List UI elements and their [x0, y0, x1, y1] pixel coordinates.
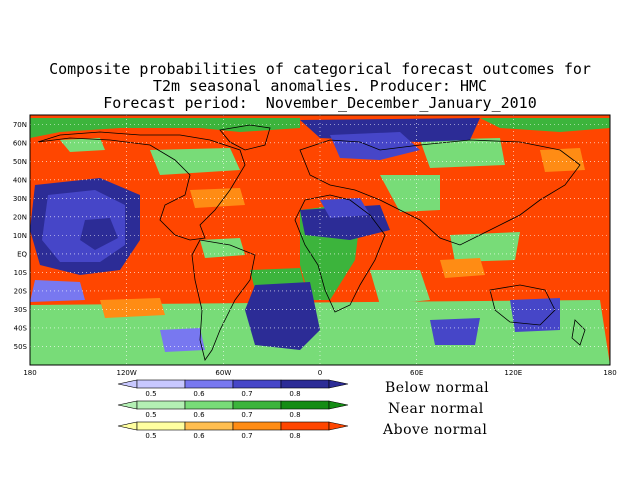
title-line-3: Forecast period: November_December_Janua… [103, 94, 537, 112]
longitude-label: 120E [504, 369, 522, 377]
coastlines [37, 124, 586, 361]
colorbar-threshold-label: 0.5 [145, 432, 156, 440]
latitude-label: 20S [14, 287, 28, 295]
legend-label-above-normal: Above normal [383, 422, 488, 438]
latitude-label: 40N [13, 176, 27, 184]
colorbar-segment [136, 421, 186, 431]
colorbar-below-normal: 0.5 0.6 0.7 0.8 [117, 379, 349, 398]
longitude-label: 180 [23, 369, 36, 377]
title-line-1: Composite probabilities of categorical f… [49, 60, 591, 78]
colorbar-threshold-label: 0.5 [145, 411, 156, 419]
latitude-label: 50S [14, 343, 28, 351]
colorbar-segment [232, 379, 282, 389]
colorbar-segment [280, 421, 330, 431]
colorbar-left-cap [117, 421, 138, 431]
colorbar-right-cap [328, 400, 349, 410]
colorbar-threshold-label: 0.8 [289, 432, 300, 440]
colorbar-segment [280, 400, 330, 410]
longitude-labels: 180 120W 60W 0 60E 120E 180 [23, 369, 616, 377]
colorbar-segment [280, 379, 330, 389]
title-line-2: T2m seasonal anomalies. Producer: HMC [152, 77, 488, 95]
longitude-label: 180 [603, 369, 616, 377]
map-field [30, 115, 610, 365]
near-normal-areas [30, 118, 610, 365]
colorbar-segment [184, 379, 234, 389]
latitude-label: 30S [14, 306, 28, 314]
above-normal-accents [100, 148, 585, 318]
latitude-labels: 70N 60N 50N 40N 30N 20N 10N EQ 10S 20S 30S 40S 50S [13, 121, 28, 351]
longitude-label: 120W [117, 369, 137, 377]
colorbar-segment [232, 400, 282, 410]
colorbar-threshold-label: 0.6 [193, 411, 205, 419]
latitude-label: EQ [17, 250, 27, 258]
colorbar-right-cap [328, 379, 349, 389]
latitude-label: 60N [13, 139, 27, 147]
latitude-label: 50N [13, 158, 27, 166]
colorbar-threshold-label: 0.8 [289, 390, 300, 398]
latitude-label: 20N [13, 213, 27, 221]
colorbar-near-normal: 0.5 0.6 0.7 0.8 [117, 400, 349, 419]
colorbar-right-cap [328, 421, 349, 431]
colorbar-threshold-label: 0.7 [241, 390, 252, 398]
colorbar-segment [136, 400, 186, 410]
longitude-label: 0 [318, 369, 322, 377]
colorbar-threshold-label: 0.7 [241, 432, 252, 440]
colorbar-threshold-label: 0.5 [145, 390, 156, 398]
graticule [30, 115, 610, 365]
map-frame [29, 114, 611, 366]
colorbar-threshold-label: 0.6 [193, 432, 205, 440]
latitude-label: 30N [13, 195, 27, 203]
latitude-label: 70N [13, 121, 27, 129]
legend-colorbars: 0.5 0.6 0.7 0.8 0.5 0.6 0.7 0.8 0.5 0.6 0.7 0.8 [117, 379, 349, 440]
latitude-label: 10S [14, 269, 28, 277]
legend-label-near-normal: Near normal [388, 401, 484, 417]
longitude-label: 60E [410, 369, 423, 377]
latitude-label: 40S [14, 324, 28, 332]
colorbar-threshold-label: 0.7 [241, 411, 252, 419]
colorbar-threshold-label: 0.8 [289, 411, 300, 419]
longitude-label: 60W [215, 369, 231, 377]
colorbar-segment [136, 379, 186, 389]
legend-label-below-normal: Below normal [385, 380, 490, 396]
colorbar-segment [184, 421, 234, 431]
colorbar-above-normal: 0.5 0.6 0.7 0.8 [117, 421, 349, 440]
colorbar-threshold-label: 0.6 [193, 390, 205, 398]
latitude-label: 10N [13, 232, 27, 240]
colorbar-left-cap [117, 400, 138, 410]
colorbar-segment [232, 421, 282, 431]
colorbar-left-cap [117, 379, 138, 389]
colorbar-segment [184, 400, 234, 410]
